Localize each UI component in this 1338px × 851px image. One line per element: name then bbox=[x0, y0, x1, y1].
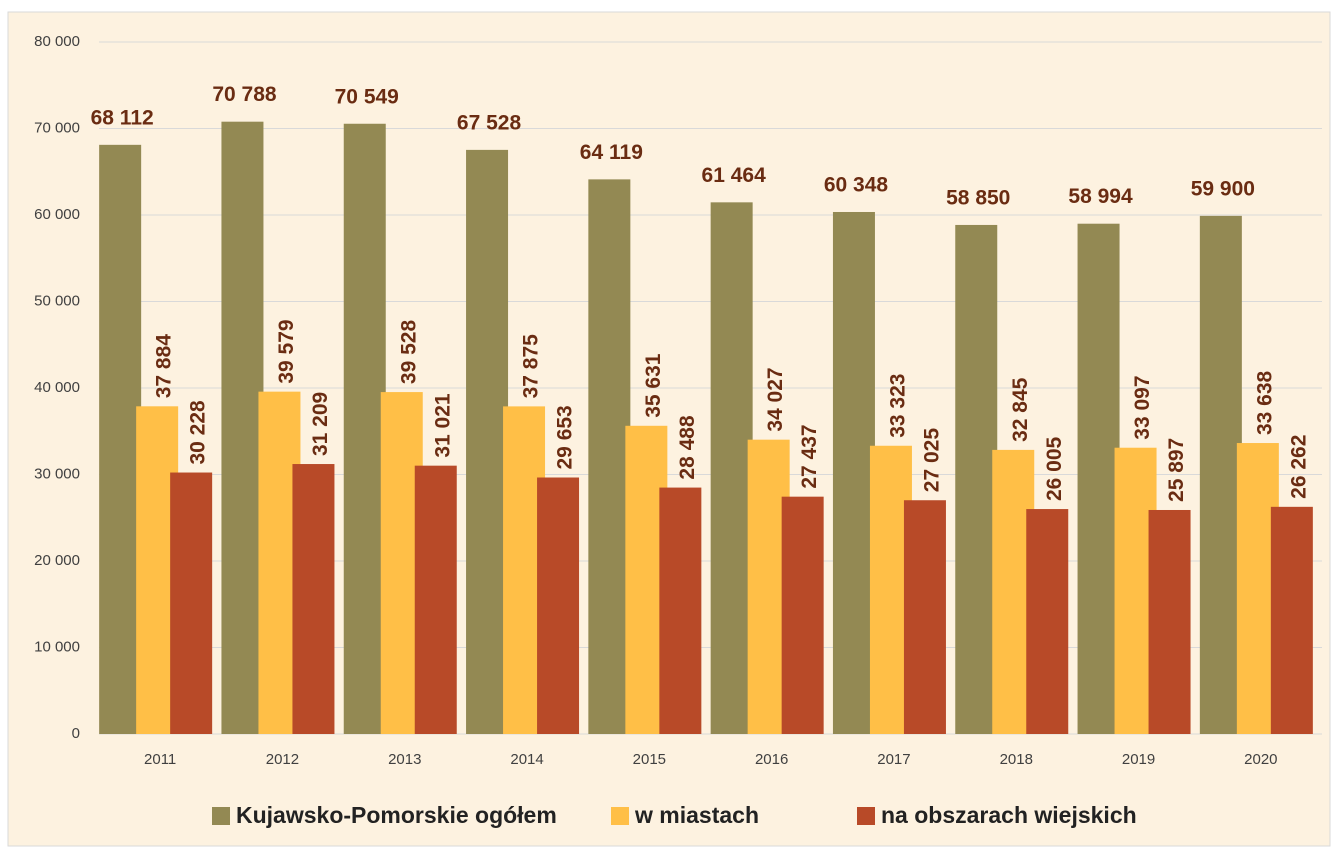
bar bbox=[466, 149, 509, 734]
y-tick-label: 40 000 bbox=[34, 379, 80, 396]
data-label: 29 653 bbox=[554, 405, 577, 469]
y-tick-label: 0 bbox=[72, 725, 80, 742]
data-label: 31 209 bbox=[309, 392, 332, 456]
data-label: 37 884 bbox=[153, 334, 176, 399]
y-tick-label: 20 000 bbox=[34, 552, 80, 569]
y-tick-label: 60 000 bbox=[34, 206, 80, 223]
bar bbox=[1199, 215, 1242, 735]
x-tick-label: 2013 bbox=[388, 751, 421, 768]
x-tick-label: 2014 bbox=[510, 751, 543, 768]
data-label: 60 348 bbox=[824, 174, 889, 197]
bar bbox=[414, 465, 457, 734]
x-tick-label: 2015 bbox=[633, 751, 666, 768]
bar bbox=[99, 144, 142, 735]
data-label: 70 788 bbox=[212, 83, 277, 106]
data-label: 64 119 bbox=[580, 141, 643, 164]
data-label: 33 097 bbox=[1131, 375, 1154, 439]
bar bbox=[781, 496, 824, 734]
data-label: 25 897 bbox=[1165, 438, 1188, 502]
bar bbox=[170, 472, 213, 734]
legend-swatch bbox=[857, 807, 875, 825]
bar bbox=[537, 477, 580, 734]
y-tick-label: 70 000 bbox=[34, 119, 80, 136]
data-label: 37 875 bbox=[520, 334, 543, 399]
data-label: 33 323 bbox=[886, 374, 909, 438]
x-tick-label: 2020 bbox=[1244, 751, 1277, 768]
bar bbox=[1077, 223, 1120, 734]
bar bbox=[903, 500, 946, 734]
data-label: 35 631 bbox=[642, 353, 665, 418]
x-tick-label: 2011 bbox=[144, 751, 176, 768]
x-tick-label: 2018 bbox=[1000, 751, 1033, 768]
x-tick-label: 2016 bbox=[755, 751, 788, 768]
data-label: 27 437 bbox=[798, 424, 821, 488]
bar bbox=[1026, 509, 1069, 734]
data-label: 59 900 bbox=[1191, 177, 1255, 200]
bar bbox=[343, 123, 386, 734]
data-label: 39 579 bbox=[275, 319, 298, 383]
data-label: 39 528 bbox=[397, 320, 420, 385]
bar bbox=[955, 224, 998, 734]
bar bbox=[710, 202, 753, 734]
bar bbox=[221, 121, 264, 735]
bar bbox=[588, 179, 631, 734]
bar bbox=[659, 487, 702, 734]
data-label: 26 005 bbox=[1043, 437, 1066, 502]
data-label: 34 027 bbox=[764, 367, 787, 431]
data-label: 28 488 bbox=[676, 415, 699, 480]
legend-label: Kujawsko-Pomorskie ogółem bbox=[236, 802, 557, 828]
data-label: 61 464 bbox=[702, 164, 767, 187]
y-tick-label: 80 000 bbox=[34, 33, 80, 50]
x-tick-label: 2017 bbox=[877, 751, 910, 768]
legend-label: na obszarach wiejskich bbox=[881, 802, 1137, 828]
data-label: 58 994 bbox=[1068, 185, 1133, 208]
data-label: 26 262 bbox=[1287, 435, 1310, 499]
data-label: 30 228 bbox=[187, 400, 210, 465]
data-label: 58 850 bbox=[946, 186, 1010, 209]
x-tick-label: 2012 bbox=[266, 751, 299, 768]
legend-swatch bbox=[611, 807, 629, 825]
data-label: 33 638 bbox=[1253, 370, 1276, 435]
bar bbox=[832, 211, 875, 734]
bar bbox=[1148, 509, 1191, 734]
data-label: 68 112 bbox=[91, 106, 154, 129]
y-tick-label: 50 000 bbox=[34, 292, 80, 309]
y-tick-label: 30 000 bbox=[34, 465, 80, 482]
legend-label: w miastach bbox=[634, 802, 759, 828]
y-tick-label: 10 000 bbox=[34, 638, 80, 655]
data-label: 31 021 bbox=[431, 393, 454, 458]
data-label: 67 528 bbox=[457, 111, 522, 134]
data-label: 27 025 bbox=[920, 428, 943, 493]
data-label: 70 549 bbox=[335, 85, 399, 108]
bar bbox=[1270, 506, 1313, 734]
data-label: 32 845 bbox=[1009, 377, 1032, 442]
x-tick-label: 2019 bbox=[1122, 751, 1155, 768]
bar bbox=[292, 464, 335, 734]
legend-swatch bbox=[212, 807, 230, 825]
